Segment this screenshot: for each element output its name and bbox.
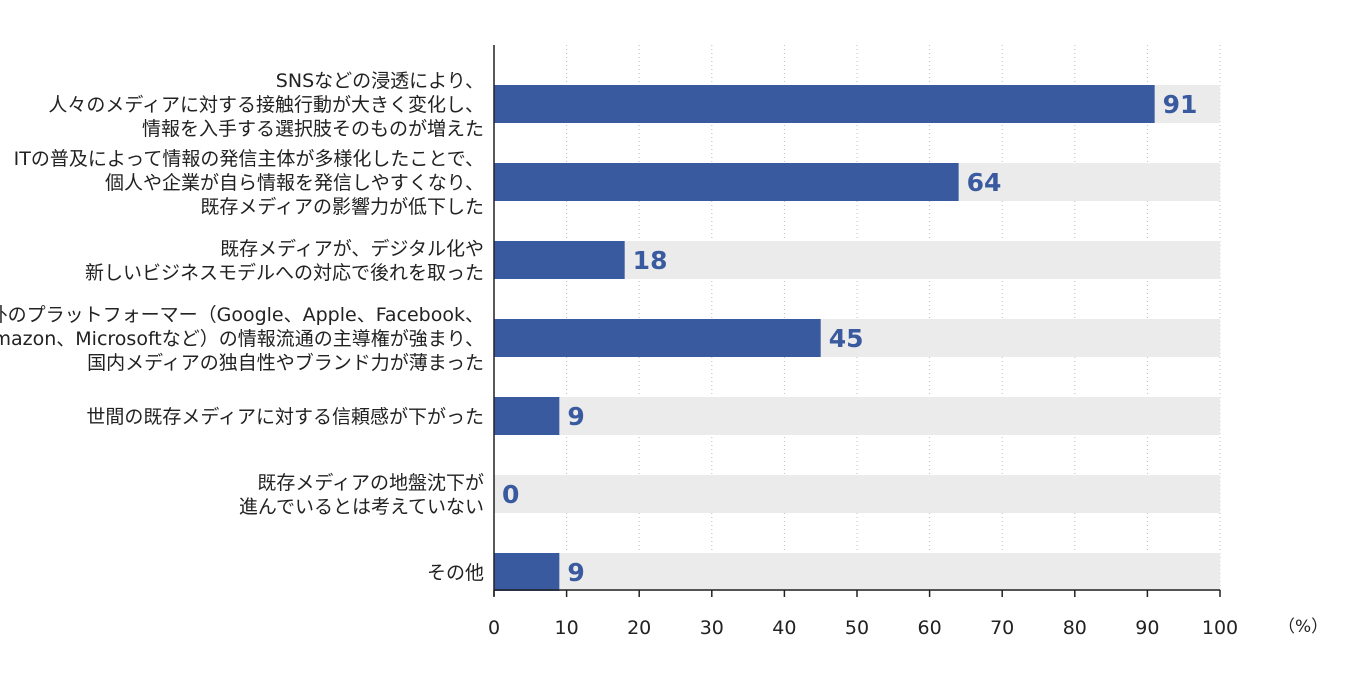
category-label-1-line-1: 個人や企業が自ら情報を発信しやすくなり、 [105,172,484,194]
category-label-3-line-1: Amazon、Microsoftなど）の情報流通の主導権が強まり、 [0,328,484,350]
bar-4 [494,397,560,435]
value-label-1: 64 [967,168,1002,197]
category-label-3: 海外のプラットフォーマー（Google、Apple、Facebook、 Amazo… [0,304,484,374]
bar-track-4 [494,397,1220,435]
unit-label: （%） [1278,617,1328,637]
category-label-0: SNSなどの浸透により、人々のメディアに対する接触行動が大きく変化し、情報を入手… [48,70,484,140]
x-tick-label-40: 40 [772,617,796,639]
category-label-3-line-0: 海外のプラットフォーマー（Google、Apple、Facebook、 [0,304,484,326]
bar-0 [494,85,1155,123]
value-label-6: 9 [567,558,584,587]
bar-1 [494,163,959,201]
category-label-6: その他 [427,562,484,584]
bar-track-5 [494,475,1220,513]
x-tick-label-70: 70 [990,617,1014,639]
category-label-5-line-0: 既存メディアの地盤沈下が [257,472,484,494]
bar-2 [494,241,625,279]
grid-layer [566,45,1221,590]
category-label-1-line-2: 既存メディアの影響力が低下した [200,196,484,218]
x-tick-label-10: 10 [555,617,579,639]
category-label-5: 既存メディアの地盤沈下が進んでいるとは考えていない [239,472,484,518]
x-tick-label-100: 100 [1202,617,1238,639]
category-label-1: ITの普及によって情報の発信主体が多様化したことで、個人や企業が自ら情報を発信し… [14,148,484,218]
category-label-3-line-2: 国内メディアの独自性やブランド力が薄まった [87,351,484,374]
x-tick-label-90: 90 [1135,617,1159,639]
category-label-6-line-0: その他 [427,562,484,584]
x-tick-label-0: 0 [488,617,500,639]
category-label-2: 既存メディアが、デジタル化や新しいビジネスモデルへの対応で後れを取った [85,238,484,284]
x-tick-label-20: 20 [627,617,651,639]
value-label-0: 91 [1163,90,1198,119]
bar-3 [494,319,821,357]
category-label-2-line-0: 既存メディアが、デジタル化や [220,238,484,260]
x-tick-label-60: 60 [918,617,942,639]
category-label-4-line-0: 世間の既存メディアに対する信頼感が下がった [86,406,484,428]
x-tick-label-30: 30 [700,617,724,639]
category-label-2-line-1: 新しいビジネスモデルへの対応で後れを取った [85,262,484,284]
value-label-5: 0 [502,480,519,509]
value-label-4: 9 [567,402,584,431]
label-layer: 91 SNSなどの浸透により、人々のメディアに対する接触行動が大きく変化し、情報を… [0,70,1197,587]
x-tick-label-80: 80 [1063,617,1087,639]
value-label-2: 18 [633,246,668,275]
x-tick-label-50: 50 [845,617,869,639]
bar-track-6 [494,553,1220,591]
bar-layer [494,85,1155,591]
axis-layer: 0 10 20 30 40 50 60 70 80 90 100 （%） [488,45,1328,639]
category-label-0-line-0: SNSなどの浸透により、 [276,70,484,92]
category-label-1-line-0: ITの普及によって情報の発信主体が多様化したことで、 [14,148,484,170]
category-label-5-line-1: 進んでいるとは考えていない [239,496,484,518]
bar-6 [494,553,560,591]
value-label-3: 45 [829,324,864,353]
category-label-0-line-1: 人々のメディアに対する接触行動が大きく変化し、 [48,94,484,116]
category-label-4: 世間の既存メディアに対する信頼感が下がった [86,406,484,428]
category-label-0-line-2: 情報を入手する選択肢そのものが増えた [142,118,484,140]
